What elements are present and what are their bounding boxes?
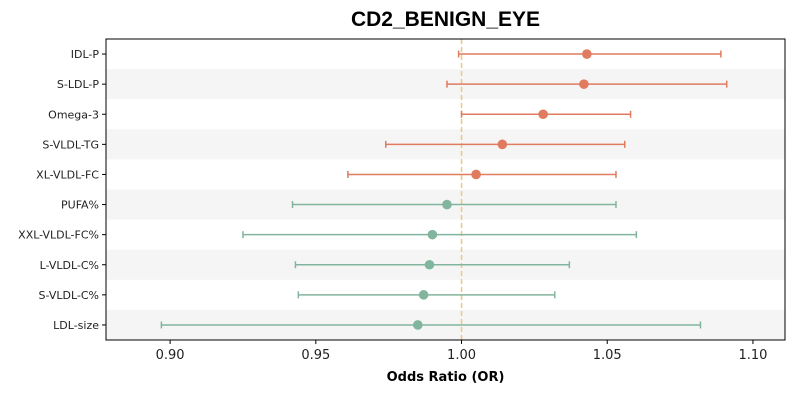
point-estimate [471, 169, 481, 180]
y-tick-label: S-VLDL-TG [42, 138, 99, 151]
x-tick-label: 0.95 [301, 348, 330, 363]
points [413, 49, 592, 330]
y-axis: IDL-P S-LDL-P Omega-3 S-VLDL-TG XL-VLDL-FC PU… [18, 48, 106, 332]
point-estimate [582, 49, 592, 59]
x-axis-label: Odds Ratio (OR) [387, 370, 505, 385]
point-estimate [579, 79, 589, 89]
plot-frame [105, 38, 786, 341]
y-tick-label: IDL-P [71, 48, 100, 61]
row-bands [106, 69, 785, 340]
y-tick-label: PUFA% [61, 199, 99, 212]
point-estimate [413, 320, 423, 330]
x-tick-label: 1.00 [447, 348, 476, 363]
y-tick-label: S-LDL-P [57, 78, 99, 91]
x-tick-label: 0.90 [156, 348, 185, 363]
point-estimate [424, 259, 435, 270]
y-tick-label: Omega-3 [48, 108, 99, 121]
point-estimate [418, 290, 429, 300]
x-tick-label: 1.05 [593, 348, 622, 363]
point-estimate [538, 109, 548, 120]
x-tick-label: 1.10 [738, 348, 767, 363]
chart-title: CD2_BENIGN_EYE [350, 8, 541, 31]
point-estimate [497, 139, 508, 150]
x-axis: 0.90 0.95 1.00 1.05 1.10 [156, 340, 767, 363]
y-tick-label: L-VLDL-C% [40, 259, 99, 272]
y-tick-label: S-VLDL-C% [39, 289, 99, 302]
y-tick-label: XXL-VLDL-FC% [18, 229, 99, 242]
point-estimate [442, 199, 452, 210]
point-estimate [427, 229, 438, 240]
y-tick-label: XL-VLDL-FC [36, 168, 99, 181]
y-tick-label: LDL-size [53, 319, 99, 332]
